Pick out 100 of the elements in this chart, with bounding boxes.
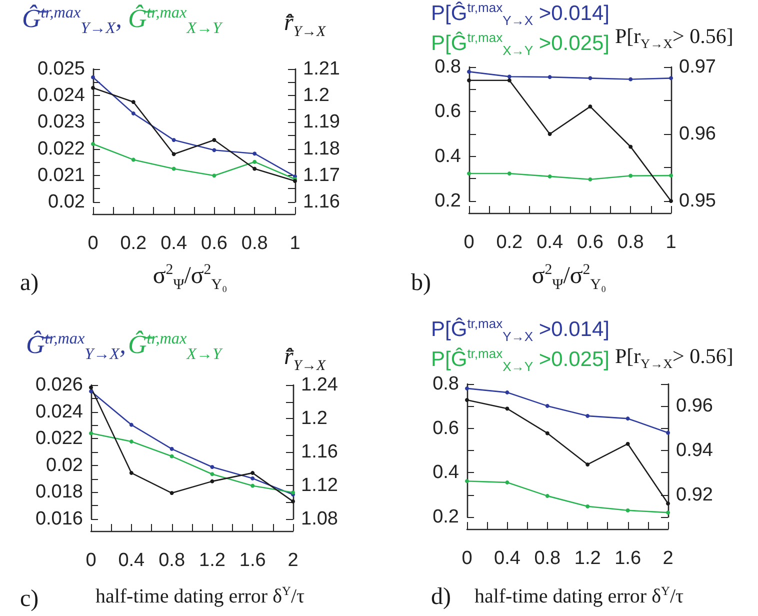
y2-tick-label: 0.92 bbox=[676, 484, 713, 506]
y2-axis-title: P[r$_{Y→X}$> 0.56] bbox=[615, 344, 734, 372]
y-tick-label: 0.025 bbox=[37, 58, 85, 80]
y-tick-label: 0.018 bbox=[35, 482, 83, 503]
y2-tick-label: 1.16 bbox=[301, 442, 338, 462]
point bbox=[626, 442, 630, 446]
point bbox=[172, 152, 176, 156]
text: P[Ĝ$^{tr,max}$$_{Y→X}$ >0.014] bbox=[431, 0, 610, 28]
x-tick-label: 2 bbox=[288, 550, 298, 571]
x-tick-label: 0.2 bbox=[496, 232, 523, 253]
y2-tick-label: 0.96 bbox=[679, 124, 716, 144]
point bbox=[548, 75, 552, 80]
y-tick-label: 0.4 bbox=[432, 462, 460, 484]
point bbox=[628, 174, 633, 178]
x-tick-label: 1 bbox=[290, 233, 300, 254]
y2-tick-label: 1.17 bbox=[303, 164, 340, 186]
y-tick-label: 0.2 bbox=[434, 190, 461, 212]
point bbox=[250, 470, 255, 475]
point bbox=[507, 172, 512, 176]
point bbox=[89, 386, 93, 390]
point bbox=[626, 416, 630, 421]
point bbox=[212, 148, 216, 152]
point bbox=[252, 166, 257, 171]
y-tick-label: 0.021 bbox=[37, 164, 85, 186]
point bbox=[628, 77, 633, 82]
point bbox=[586, 504, 590, 508]
y-tick-label: 0.023 bbox=[37, 112, 85, 133]
point bbox=[669, 76, 673, 80]
point bbox=[588, 177, 592, 182]
y-tick-label: 0.022 bbox=[35, 428, 83, 450]
point bbox=[669, 174, 673, 178]
point bbox=[212, 174, 216, 178]
x-tick-label: 0.4 bbox=[536, 232, 564, 253]
y-tick-label: 0.6 bbox=[434, 101, 461, 122]
point bbox=[588, 76, 592, 80]
point bbox=[626, 508, 630, 512]
point bbox=[129, 440, 134, 444]
x-tick-label: 1 bbox=[666, 232, 676, 253]
point bbox=[250, 476, 255, 480]
point bbox=[545, 431, 550, 436]
y-tick-label: 0.02 bbox=[48, 192, 85, 212]
y2-tick-label: 1.19 bbox=[303, 112, 340, 133]
point bbox=[131, 158, 136, 162]
point bbox=[170, 446, 174, 451]
text: d) bbox=[431, 584, 451, 611]
point bbox=[467, 172, 471, 176]
x-tick-label: 1.2 bbox=[574, 548, 601, 569]
point bbox=[465, 386, 469, 390]
y2-tick-label: 1.2 bbox=[303, 85, 330, 106]
point bbox=[545, 404, 550, 408]
point bbox=[91, 86, 95, 90]
point bbox=[252, 160, 257, 164]
point bbox=[291, 499, 295, 504]
y-tick-label: 0.026 bbox=[35, 374, 83, 396]
point bbox=[91, 75, 95, 80]
x-tick-label: 0 bbox=[462, 548, 472, 569]
x-tick-label: 0.8 bbox=[534, 548, 561, 569]
point bbox=[89, 389, 93, 394]
point bbox=[465, 479, 469, 484]
point bbox=[505, 390, 510, 394]
y2-axis-title: r̂̄$_{Y→X}$ bbox=[284, 344, 326, 375]
point bbox=[669, 199, 673, 203]
x-axis-title: half-time dating error δ$^{Y}$/τ bbox=[474, 584, 684, 609]
point bbox=[91, 142, 95, 146]
point bbox=[465, 398, 469, 402]
point bbox=[666, 510, 670, 515]
point bbox=[89, 431, 93, 436]
x-tick-label: 0.4 bbox=[118, 550, 146, 571]
y2-tick-label: 0.95 bbox=[679, 190, 716, 212]
y2-axis-title: P[r$_{Y→X}$> 0.56] bbox=[615, 24, 734, 52]
point bbox=[129, 422, 134, 427]
point bbox=[666, 501, 670, 506]
y2-tick-label: 1.08 bbox=[301, 508, 338, 530]
point bbox=[586, 462, 590, 466]
y2-tick-label: 1.16 bbox=[303, 192, 340, 212]
point bbox=[467, 70, 471, 74]
point bbox=[210, 465, 214, 470]
y-tick-label: 0.024 bbox=[35, 401, 84, 422]
point bbox=[467, 78, 471, 82]
text: P[Ĝ$^{tr,max}$$_{X→Y}$ >0.025] bbox=[431, 30, 610, 58]
point bbox=[129, 470, 134, 475]
y2-tick-label: 0.94 bbox=[676, 440, 714, 461]
series-label: Ĝ̄$^{tr,max}$$_{Y→X}$, bbox=[22, 4, 122, 38]
y2-axis-title: r̂̄$_{Y→X}$ bbox=[284, 10, 326, 41]
x-tick-label: 0 bbox=[464, 232, 474, 253]
point bbox=[666, 430, 670, 435]
point bbox=[170, 491, 174, 496]
x-tick-label: 0.8 bbox=[158, 550, 186, 571]
x-tick-label: 1.2 bbox=[198, 550, 226, 571]
text: P[Ĝ$^{tr,max}$$_{X→Y}$ >0.025] bbox=[431, 346, 610, 374]
point bbox=[545, 494, 550, 498]
y-tick-label: 0.4 bbox=[434, 146, 462, 167]
y2-tick-label: 1.12 bbox=[301, 475, 338, 496]
y-tick-label: 0.02 bbox=[46, 454, 83, 476]
x-tick-label: 0.8 bbox=[617, 232, 644, 253]
point bbox=[172, 166, 176, 171]
y-tick-label: 0.016 bbox=[35, 508, 83, 530]
y-tick-label: 0.6 bbox=[432, 418, 459, 439]
point bbox=[507, 78, 512, 82]
x-tick-label: 0 bbox=[88, 233, 98, 254]
